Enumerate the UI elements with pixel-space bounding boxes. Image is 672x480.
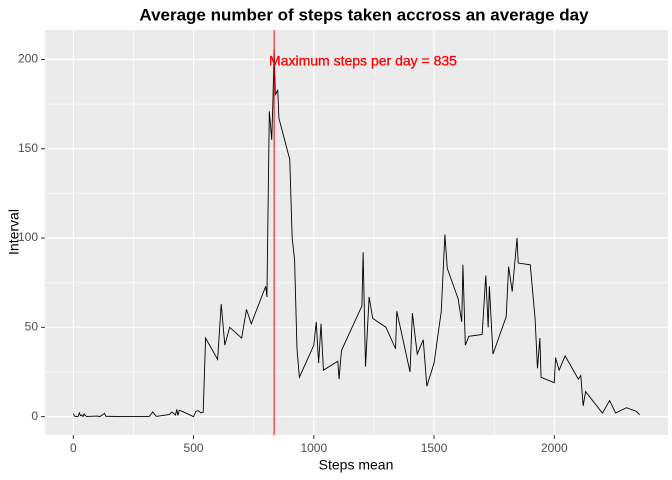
- y-axis-title: Interval: [6, 209, 22, 255]
- annotation: Maximum steps per day = 835: [269, 53, 457, 69]
- x-axis-title: Steps mean: [319, 457, 394, 473]
- x-tick-label: 0: [70, 441, 77, 455]
- x-tick-label: 1000: [300, 441, 327, 455]
- y-tick-label: 150: [18, 141, 38, 155]
- y-tick-label: 200: [18, 52, 38, 66]
- y-tick-label: 0: [31, 409, 38, 423]
- x-tick-label: 1500: [421, 441, 448, 455]
- y-tick-label: 50: [25, 319, 39, 333]
- y-tick-label: 100: [18, 230, 38, 244]
- chart-title: Average number of steps taken accross an…: [139, 5, 589, 24]
- x-tick-label: 2000: [541, 441, 568, 455]
- plot-panel: [45, 30, 668, 435]
- x-tick-label: 500: [184, 441, 204, 455]
- data-line: [72, 48, 640, 418]
